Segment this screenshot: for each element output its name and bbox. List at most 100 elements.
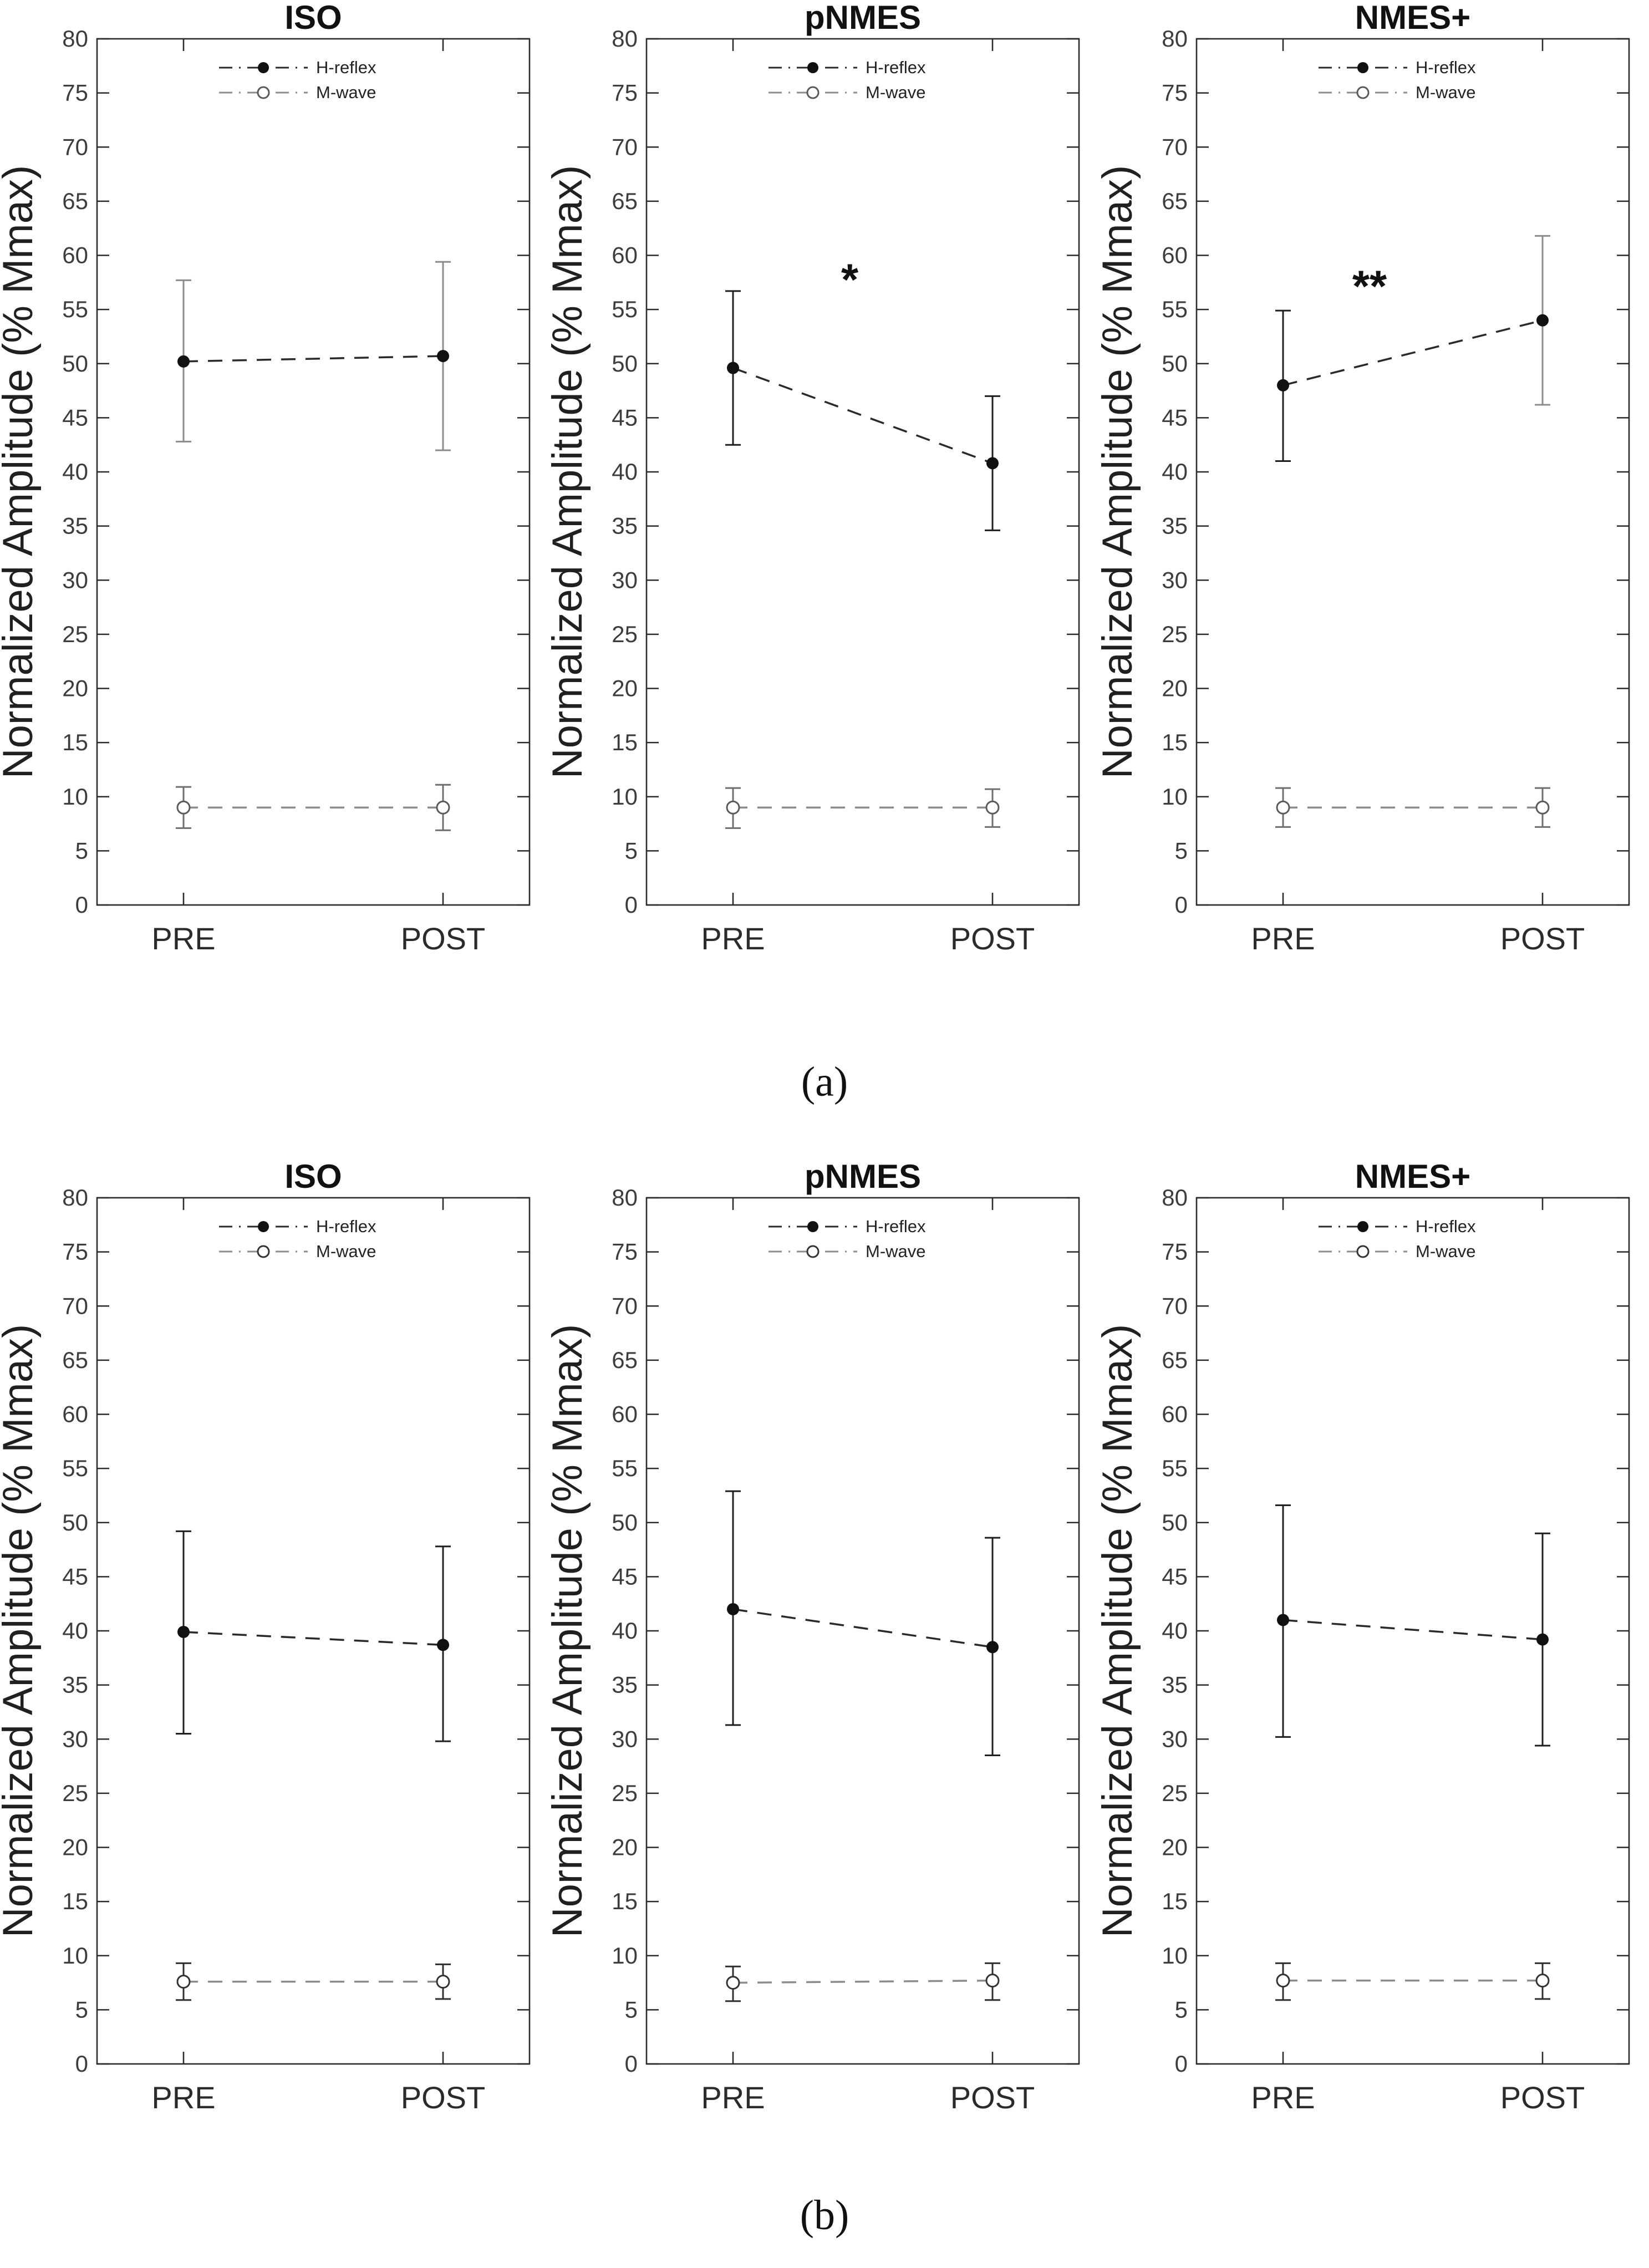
y-tick-label: 45 — [1162, 404, 1188, 430]
x-category-label: POST — [1500, 921, 1585, 956]
y-tick-label: 30 — [62, 1726, 88, 1752]
legend-open-circle-icon — [806, 1245, 820, 1258]
panel-title: NMES+ — [1355, 0, 1470, 36]
legend: H-reflex M-wave — [768, 1217, 926, 1261]
y-tick-label: 45 — [62, 1563, 88, 1589]
legend-label: M-wave — [866, 83, 926, 102]
y-tick-label: 70 — [62, 1293, 88, 1319]
y-tick-label: 60 — [62, 1401, 88, 1427]
y-axis-ticks: 0 5 10 15 20 25 30 35 40 45 50 55 60 65 70 75 80 — [612, 26, 1079, 918]
y-tick-label: 25 — [62, 621, 88, 647]
y-tick-label: 25 — [612, 621, 638, 647]
plot-box — [645, 38, 1080, 906]
y-tick-label: 75 — [612, 80, 638, 106]
y-tick-label: 70 — [62, 134, 88, 160]
plot-box — [96, 1197, 531, 2065]
y-tick-label: 50 — [62, 350, 88, 377]
data-point-filled-circle — [727, 1603, 739, 1615]
y-tick-label: 5 — [625, 1996, 638, 2022]
x-axis-ticks: PRE POST — [151, 1198, 485, 2115]
series-h-reflex — [1275, 1504, 1550, 1747]
series-h-reflex — [1275, 235, 1550, 462]
subfigure-label-b: (b) — [800, 2192, 849, 2239]
y-tick-label: 5 — [75, 1996, 88, 2022]
legend-filled-circle-icon — [1357, 1221, 1368, 1232]
legend-label: H-reflex — [316, 1217, 376, 1236]
y-tick-label: 65 — [1162, 188, 1188, 214]
y-tick-label: 60 — [612, 242, 638, 268]
y-tick-label: 25 — [62, 1780, 88, 1806]
y-axis-ticks: 0 5 10 15 20 25 30 35 40 45 50 55 60 65 70 75 80 — [1162, 1184, 1629, 2077]
x-category-label: PRE — [151, 2080, 215, 2115]
data-point-open-circle — [726, 1976, 740, 1990]
y-tick-label: 40 — [62, 459, 88, 485]
x-category-label: POST — [401, 2080, 485, 2115]
y-axis-ticks: 0 5 10 15 20 25 30 35 40 45 50 55 60 65 70 75 80 — [612, 1184, 1079, 2077]
y-tick-label: 35 — [62, 1672, 88, 1698]
y-axis-title: Normalized Amplitude (% Mmax) — [544, 1324, 591, 1938]
legend-label: M-wave — [316, 1242, 376, 1261]
y-tick-label: 60 — [62, 242, 88, 268]
y-tick-label: 20 — [62, 1834, 88, 1860]
data-point-open-circle — [436, 800, 450, 815]
y-tick-label: 35 — [1162, 1672, 1188, 1698]
x-category-label: PRE — [701, 921, 765, 956]
y-tick-label: 65 — [62, 1347, 88, 1373]
y-tick-label: 75 — [612, 1239, 638, 1265]
x-axis-ticks: PRE POST — [701, 39, 1035, 956]
y-tick-label: 30 — [612, 567, 638, 593]
series-line — [732, 367, 993, 465]
x-category-label: PRE — [151, 921, 215, 956]
y-tick-label: 80 — [612, 1184, 638, 1211]
series-m-wave — [176, 1962, 451, 2001]
x-axis-ticks: PRE POST — [151, 39, 485, 956]
y-axis-ticks: 0 5 10 15 20 25 30 35 40 45 50 55 60 65 70 75 80 — [1162, 26, 1629, 918]
y-tick-label: 55 — [1162, 296, 1188, 322]
y-tick-label: 40 — [612, 459, 638, 485]
y-axis-title: Normalized Amplitude (% Mmax) — [1094, 1324, 1141, 1938]
legend-filled-circle-icon — [1357, 62, 1368, 73]
y-tick-label: 35 — [612, 1672, 638, 1698]
series-m-wave — [1275, 787, 1550, 828]
y-tick-label: 20 — [612, 1834, 638, 1860]
plot-box — [96, 38, 531, 906]
y-tick-label: 45 — [612, 1563, 638, 1589]
legend-label: M-wave — [866, 1242, 926, 1261]
y-tick-label: 50 — [1162, 1509, 1188, 1535]
y-tick-label: 0 — [1175, 2051, 1188, 2077]
y-tick-label: 25 — [1162, 1780, 1188, 1806]
panel-a-iso: ISO 0 5 10 15 20 25 30 35 40 45 50 55 60 65 70 75 80 PRE PO… — [0, 0, 531, 956]
y-tick-label: 10 — [62, 784, 88, 810]
y-tick-label: 30 — [62, 567, 88, 593]
y-tick-label: 70 — [612, 1293, 638, 1319]
x-category-label: PRE — [1251, 2080, 1315, 2115]
y-tick-label: 20 — [1162, 675, 1188, 701]
legend: H-reflex M-wave — [1319, 1217, 1476, 1261]
y-tick-label: 50 — [612, 350, 638, 377]
y-tick-label: 65 — [62, 188, 88, 214]
panel-title: ISO — [284, 0, 342, 36]
y-tick-label: 55 — [62, 296, 88, 322]
series-m-wave — [176, 784, 451, 831]
y-axis-title: Normalized Amplitude (% Mmax) — [0, 165, 42, 779]
data-point-open-circle — [1535, 1974, 1550, 1988]
series-m-wave — [1275, 1962, 1550, 2001]
legend: H-reflex M-wave — [219, 58, 376, 102]
y-tick-label: 5 — [1175, 837, 1188, 863]
series-h-reflex — [176, 1530, 451, 1742]
data-point-open-circle — [1276, 1974, 1290, 1988]
y-tick-label: 35 — [612, 513, 638, 539]
legend: H-reflex M-wave — [1319, 58, 1476, 102]
y-tick-label: 40 — [612, 1618, 638, 1644]
y-tick-label: 50 — [1162, 350, 1188, 377]
y-tick-label: 40 — [1162, 459, 1188, 485]
legend-filled-circle-icon — [807, 62, 818, 73]
y-tick-label: 5 — [1175, 1996, 1188, 2022]
y-tick-label: 55 — [612, 296, 638, 322]
y-axis-title: Normalized Amplitude (% Mmax) — [1094, 165, 1141, 779]
legend-filled-circle-icon — [258, 1221, 269, 1232]
y-tick-label: 30 — [1162, 1726, 1188, 1752]
y-tick-label: 0 — [1175, 892, 1188, 918]
legend-filled-circle-icon — [258, 62, 269, 73]
y-tick-label: 30 — [1162, 567, 1188, 593]
